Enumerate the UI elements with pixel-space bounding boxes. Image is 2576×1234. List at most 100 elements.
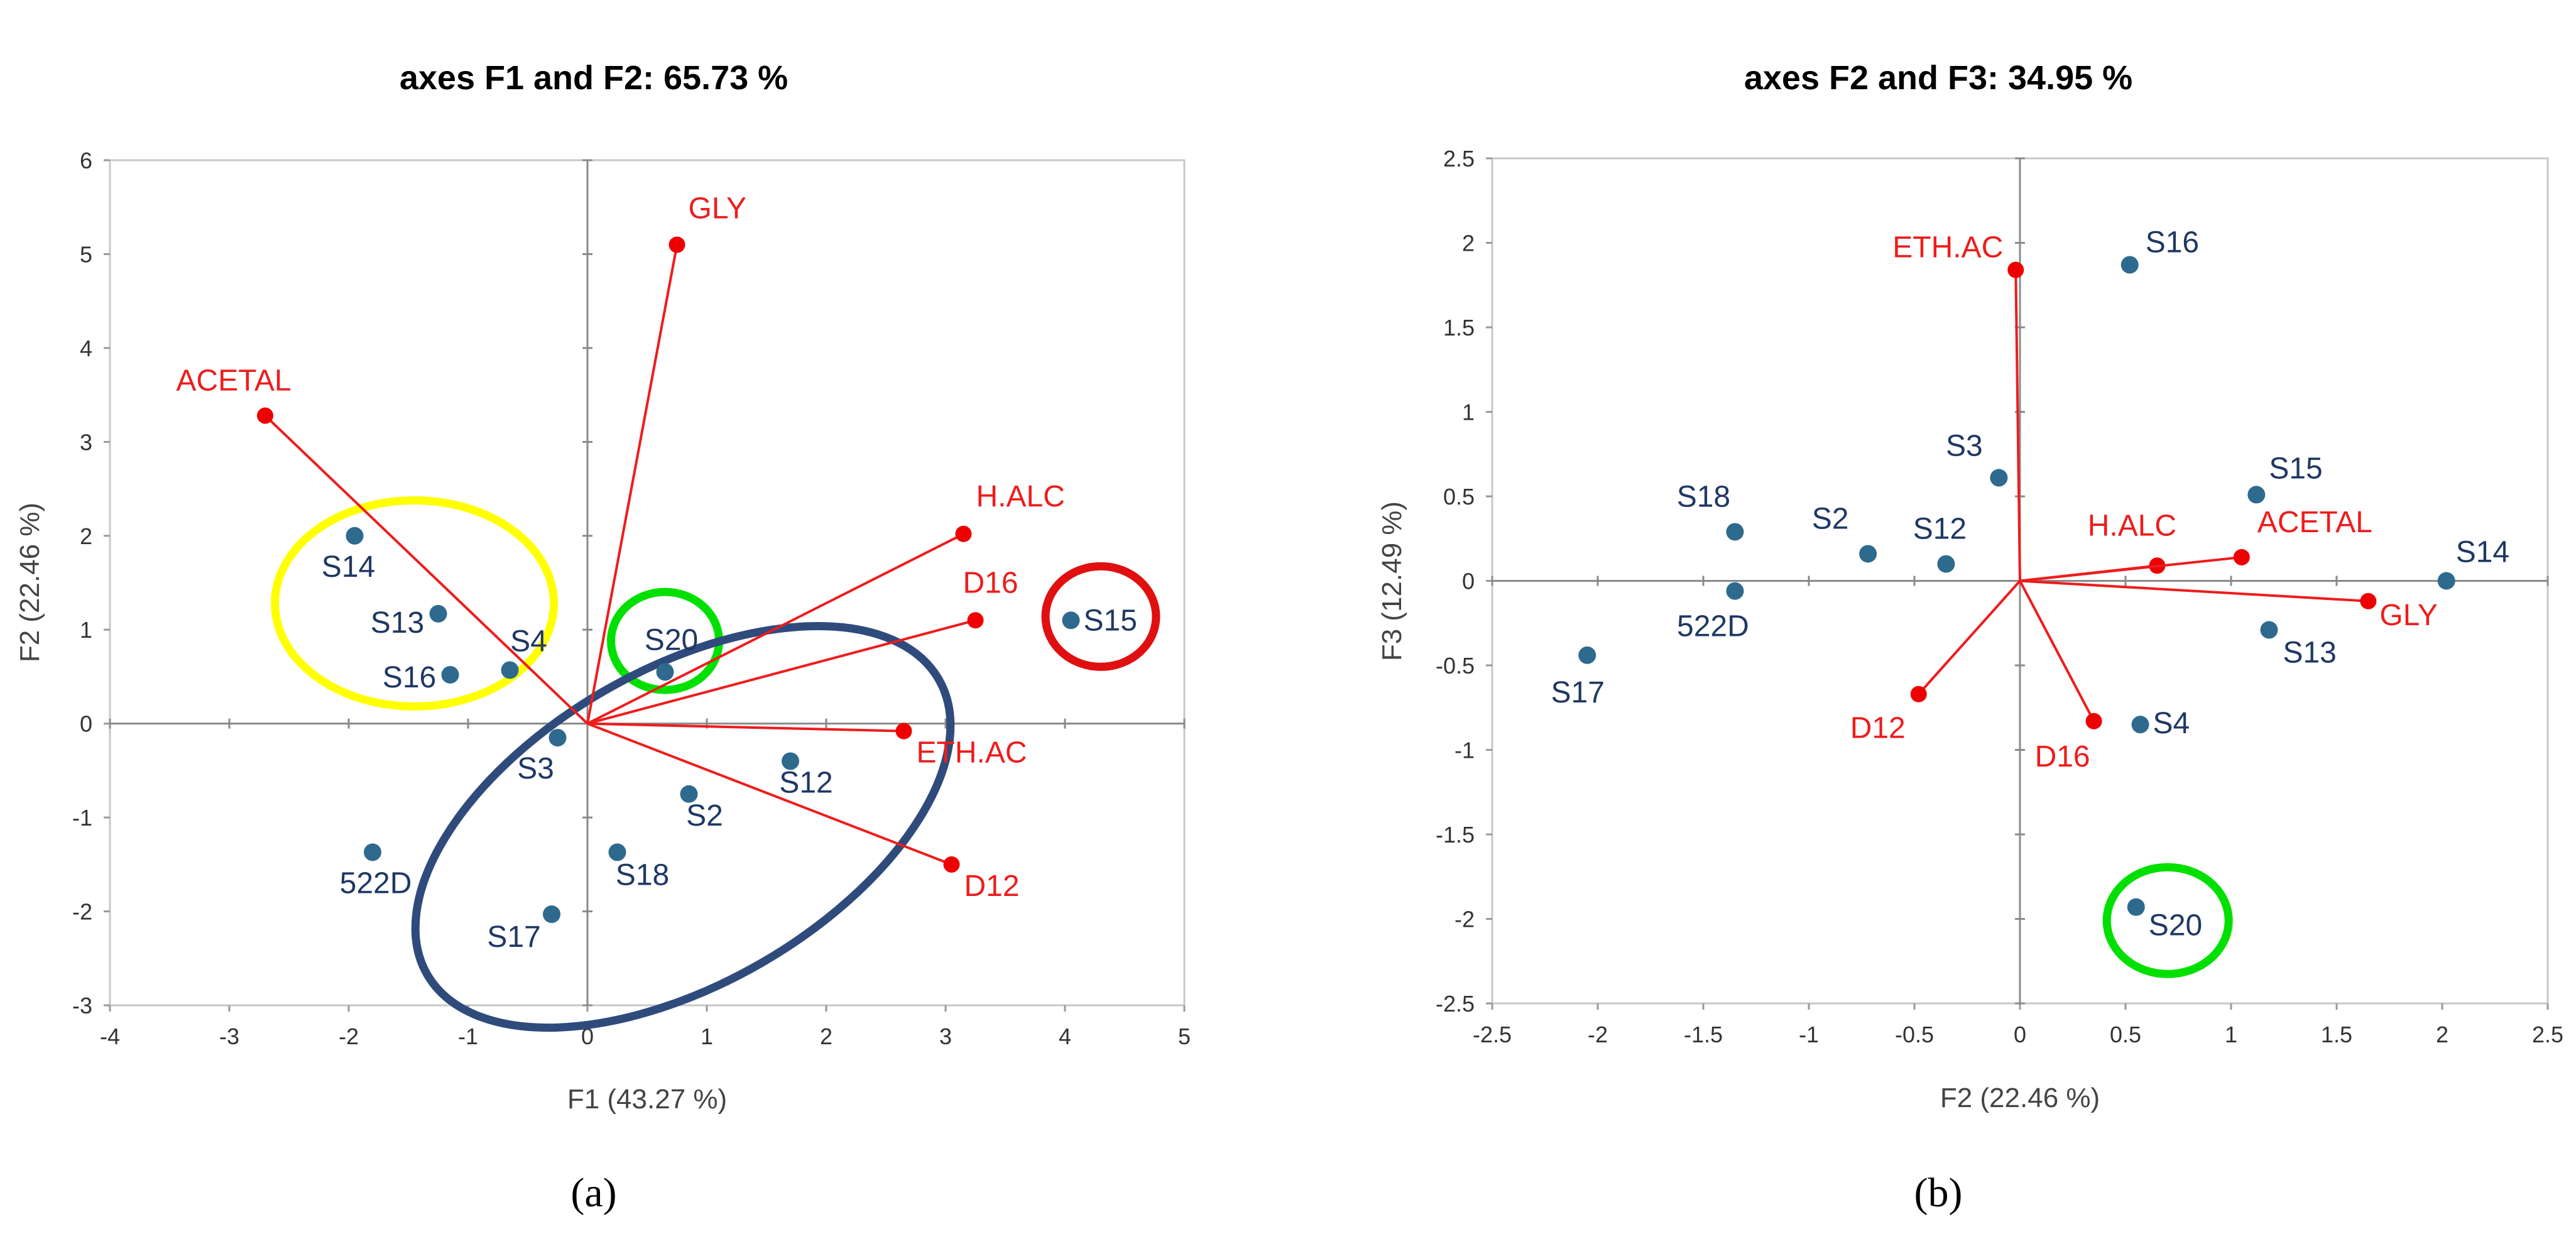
x-tick-label: 2.5 xyxy=(2532,1022,2563,1047)
panel-b-caption: (b) xyxy=(1914,1170,1963,1216)
y-tick-label: -1.5 xyxy=(1436,822,1475,848)
observation-point xyxy=(501,661,519,679)
variable-point xyxy=(943,856,960,873)
x-tick-label: -2 xyxy=(339,1024,359,1049)
x-tick-label: -3 xyxy=(219,1024,239,1049)
group-ellipse xyxy=(411,622,955,1032)
y-tick-label: 2.5 xyxy=(1443,146,1475,172)
x-tick-label: -0.5 xyxy=(1895,1022,1934,1047)
y-tick-label: -3 xyxy=(72,993,92,1018)
variable-vector xyxy=(587,533,964,725)
x-tick-label: 1 xyxy=(2225,1022,2237,1047)
variable-label: ETH.AC xyxy=(917,736,1027,770)
observation-label: S20 xyxy=(2149,909,2202,942)
panel-a-plot-area xyxy=(109,159,1186,1007)
observation-label: S18 xyxy=(616,858,669,892)
variable-label: D12 xyxy=(964,870,1020,903)
panel-b-x-axis-label: F2 (22.46 %) xyxy=(1940,1083,2100,1113)
x-tick-label: 0 xyxy=(581,1024,594,1049)
observation-point xyxy=(548,729,567,747)
variable-point xyxy=(2085,713,2102,729)
variable-point xyxy=(2360,592,2377,609)
observation-label: S17 xyxy=(1551,676,1604,709)
observation-label: S15 xyxy=(1084,604,1137,637)
panel-a: axes F1 and F2: 65.73 % -4 -3 -2 -1 0 1 2 3 4 5 -3… xyxy=(14,59,1191,1216)
observation-point xyxy=(2131,716,2149,734)
variable-label: H.ALC xyxy=(2088,509,2176,542)
observation-point xyxy=(441,665,459,684)
variable-label: GLY xyxy=(2379,599,2437,632)
y-tick-label: -2 xyxy=(1454,907,1475,932)
y-tick-label: -2 xyxy=(72,899,92,925)
x-tick-label: 2 xyxy=(820,1024,832,1049)
variable-vector xyxy=(2014,270,2021,581)
observation-label: 522D xyxy=(1677,610,1749,643)
observation-label: S13 xyxy=(2283,636,2336,670)
panel-a-title: axes F1 and F2: 65.73 % xyxy=(400,59,788,97)
observation-point xyxy=(2127,898,2145,916)
x-tick-label: 0 xyxy=(2014,1022,2026,1047)
y-tick-label: 1 xyxy=(1462,400,1475,425)
y-tick-label: 4 xyxy=(80,336,92,361)
group-ellipse xyxy=(2102,863,2233,978)
panel-b-y-axis-label: F3 (12.49 %) xyxy=(1377,501,1407,661)
y-tick-label: 3 xyxy=(80,429,92,455)
observation-point xyxy=(1726,523,1744,541)
y-tick-label: 1.5 xyxy=(1443,315,1475,341)
observation-label: S12 xyxy=(779,766,832,799)
y-tick-label: 1 xyxy=(80,617,92,643)
y-tick-label: 5 xyxy=(80,241,92,267)
observation-label: S16 xyxy=(2146,226,2199,259)
observation-point xyxy=(364,843,381,861)
variable-point xyxy=(2233,549,2250,565)
x-tick-label: -1.5 xyxy=(1684,1022,1723,1047)
observation-point xyxy=(2120,256,2139,274)
observation-point xyxy=(2437,572,2455,590)
variable-point xyxy=(955,525,972,542)
observation-point xyxy=(1859,545,1877,563)
x-tick-label: 5 xyxy=(1178,1024,1191,1049)
variable-label: D16 xyxy=(2035,740,2090,773)
x-tick-label: 3 xyxy=(939,1024,952,1049)
observation-label: S14 xyxy=(2456,536,2509,569)
variable-vector xyxy=(1918,580,2021,696)
variable-point xyxy=(967,612,984,629)
y-tick-label: 6 xyxy=(80,148,92,173)
group-ellipse xyxy=(271,496,558,711)
variable-vector xyxy=(2019,555,2242,582)
x-tick-label: 1.5 xyxy=(2321,1022,2352,1047)
observation-label: S15 xyxy=(2269,452,2322,485)
y-tick-label: 0 xyxy=(1462,569,1475,594)
observation-label: S13 xyxy=(371,606,424,640)
observation-label: S2 xyxy=(686,799,723,833)
panel-a-x-axis-label: F1 (43.27 %) xyxy=(567,1084,727,1115)
y-tick-label: -2.5 xyxy=(1436,991,1475,1017)
observation-label: S12 xyxy=(1913,513,1967,546)
variable-vector xyxy=(2019,579,2369,603)
observation-label: S3 xyxy=(517,752,554,785)
observation-label: S14 xyxy=(322,550,375,584)
y-tick-label: 0.5 xyxy=(1443,484,1475,510)
x-tick-label: -2.5 xyxy=(1473,1022,1512,1047)
variable-label: ACETAL xyxy=(176,364,291,397)
x-tick-label: -2 xyxy=(1588,1022,1608,1047)
variable-point xyxy=(669,236,685,253)
observation-label: 522D xyxy=(340,866,412,900)
x-tick-label: 2 xyxy=(2436,1022,2448,1047)
observation-point xyxy=(680,785,698,803)
y-tick-label: 2 xyxy=(1462,231,1475,256)
observation-label: S18 xyxy=(1677,480,1730,513)
observation-label: S4 xyxy=(510,625,547,658)
x-tick-label: 0.5 xyxy=(2110,1022,2141,1047)
observation-label: S3 xyxy=(1946,429,1983,462)
observation-point xyxy=(2247,486,2266,504)
variable-vector xyxy=(586,244,679,724)
observation-label: S2 xyxy=(1812,502,1849,535)
observation-point xyxy=(1990,469,2008,487)
y-tick-label: 2 xyxy=(80,523,92,549)
y-tick-label: -1 xyxy=(72,805,92,831)
variable-vector xyxy=(587,619,976,725)
panel-b: axes F2 and F3: 34.95 % -2.5 -2 -1.5 -1 -0.5… xyxy=(1377,59,2563,1216)
variable-vector xyxy=(587,722,952,866)
variable-label: GLY xyxy=(689,192,746,226)
